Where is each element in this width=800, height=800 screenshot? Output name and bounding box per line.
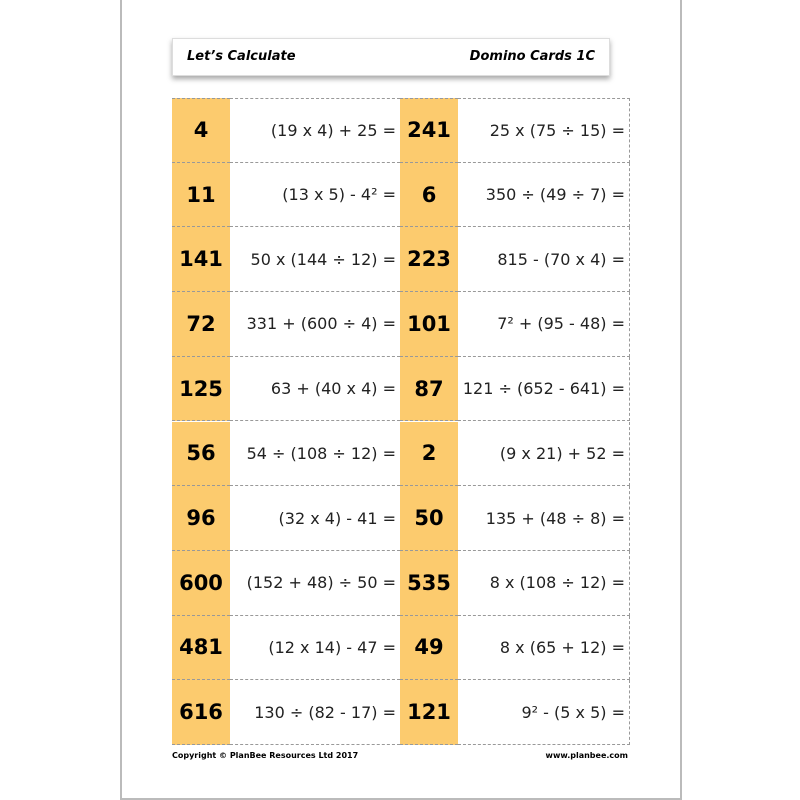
- expression: 7² + (95 - 48) =: [458, 292, 630, 357]
- expression: 135 + (48 ÷ 8) =: [458, 486, 630, 551]
- answer-number: 2: [400, 421, 458, 487]
- subtitle: Domino Cards 1C: [469, 49, 595, 64]
- header: Let’s Calculate Domino Cards 1C: [172, 38, 610, 76]
- expression: (13 x 5) - 4² =: [230, 163, 400, 228]
- expression: 25 x (75 ÷ 15) =: [458, 98, 630, 163]
- answer-number: 481: [172, 615, 230, 681]
- expression: 815 - (70 x 4) =: [458, 227, 630, 293]
- answer-number: 72: [172, 292, 230, 357]
- expression: (32 x 4) - 41 =: [230, 486, 400, 551]
- answer-number: 616: [172, 680, 230, 745]
- expression: 350 ÷ (49 ÷ 7) =: [458, 162, 630, 228]
- expression: (12 x 14) - 47 =: [230, 616, 400, 681]
- answer-number: 223: [400, 227, 458, 293]
- expression: 54 ÷ (108 ÷ 12) =: [230, 422, 400, 487]
- answer-number: 49: [400, 615, 458, 681]
- answer-number: 96: [172, 486, 230, 551]
- expression: 8 x (65 + 12) =: [458, 615, 630, 681]
- website: www.planbee.com: [545, 751, 628, 760]
- expression: 331 + (600 ÷ 4) =: [230, 292, 400, 357]
- answer-number: 125: [172, 356, 230, 422]
- expression: (9 x 21) + 52 =: [458, 421, 630, 487]
- answer-number: 241: [400, 98, 458, 163]
- expression: 130 ÷ (82 - 17) =: [230, 680, 400, 745]
- answer-number: 87: [400, 356, 458, 422]
- expression: (152 + 48) ÷ 50 =: [230, 551, 400, 616]
- answer-number: 4: [172, 98, 230, 163]
- expression: 121 ÷ (652 - 641) =: [458, 356, 630, 422]
- title: Let’s Calculate: [187, 49, 296, 64]
- expression: (19 x 4) + 25 =: [230, 98, 400, 163]
- answer-number: 56: [172, 421, 230, 487]
- expression: 63 + (40 x 4) =: [230, 357, 400, 422]
- answer-number: 535: [400, 550, 458, 616]
- expression: 50 x (144 ÷ 12) =: [230, 227, 400, 293]
- answer-number: 101: [400, 292, 458, 357]
- copyright: Copyright © PlanBee Resources Ltd 2017: [172, 751, 359, 760]
- expression: 8 x (108 ÷ 12) =: [458, 550, 630, 616]
- answer-number: 50: [400, 486, 458, 551]
- answer-number: 121: [400, 680, 458, 745]
- answer-number: 6: [400, 162, 458, 228]
- answer-number: 11: [172, 162, 230, 228]
- answer-number: 600: [172, 550, 230, 616]
- expression: 9² - (5 x 5) =: [458, 680, 630, 745]
- answer-number: 141: [172, 227, 230, 293]
